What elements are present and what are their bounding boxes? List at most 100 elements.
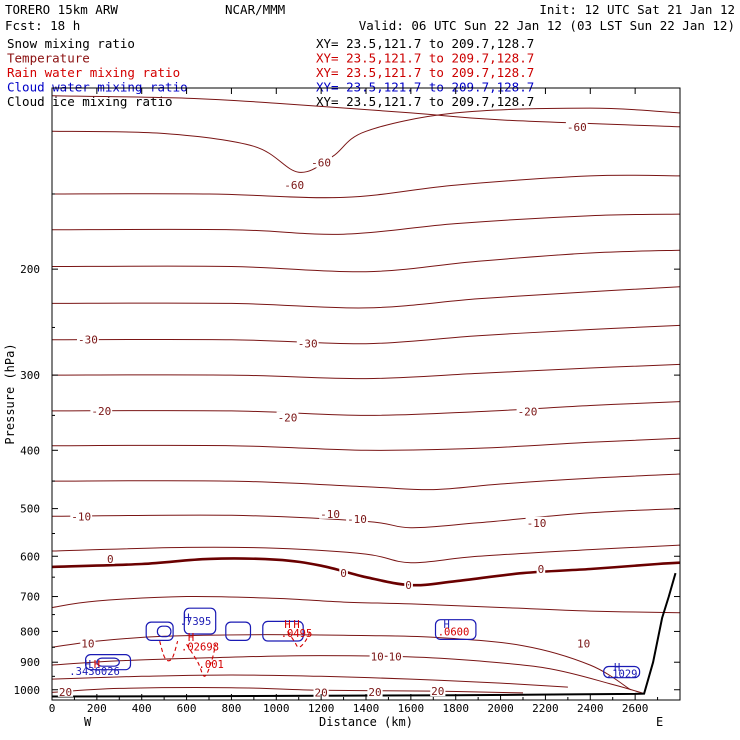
contour-label-bg	[525, 516, 548, 528]
contour-label-bg	[296, 337, 319, 349]
contour-label: -30	[78, 334, 98, 347]
contour-label: -20	[278, 412, 298, 425]
contour-label-bg	[536, 563, 546, 574]
x-tick-label: 1200	[308, 702, 335, 715]
y-tick-label: 400	[20, 444, 40, 457]
contour-label-bg	[369, 650, 385, 662]
temperature-contour	[52, 595, 680, 614]
contour-label-bg	[310, 156, 332, 168]
contour-label-bg	[313, 686, 329, 698]
x-axis-left-end: W	[84, 715, 92, 729]
temperature-contour	[52, 687, 524, 694]
temperature-contour	[52, 249, 680, 273]
contour-label-bg	[367, 685, 383, 697]
y-tick-label: 900	[20, 656, 40, 669]
contour-label-bg	[387, 650, 403, 662]
rain-contour	[159, 640, 179, 662]
y-tick-label: 200	[20, 263, 40, 276]
x-tick-label: 2600	[622, 702, 649, 715]
max-annotation: H	[188, 632, 194, 644]
x-axis-right-end: E	[656, 715, 663, 729]
field-list: Snow mixing ratio XY= 23.5,121.7 to 209.7…	[7, 36, 534, 109]
temperature-contours	[52, 95, 680, 695]
temperature-contour	[52, 286, 680, 309]
field-xy-range: XY= 23.5,121.7 to 209.7,128.7	[316, 51, 534, 66]
cloud-water-contour	[145, 621, 174, 641]
contour-label: -60	[311, 157, 331, 170]
contour-label-bg	[276, 411, 299, 423]
field-label: Snow mixing ratio	[7, 36, 135, 51]
max-annotation: .001	[199, 659, 224, 671]
contour-label: 0	[107, 553, 114, 566]
cloud-water-contour	[434, 619, 477, 641]
x-tick-label: 2200	[532, 702, 559, 715]
contour-label: 0	[340, 567, 347, 580]
x-tick-label: 1600	[398, 702, 425, 715]
contour-label: -60	[284, 179, 304, 192]
y-tick-label: 600	[20, 550, 40, 563]
contour-label: 0	[538, 563, 545, 576]
contour-label-bg	[430, 685, 446, 697]
max-annotation: .3436026	[69, 666, 120, 678]
cloud-water-contour	[156, 625, 172, 638]
x-tick-label: 1000	[263, 702, 290, 715]
temperature-contour	[52, 324, 680, 345]
contour-label: -20	[91, 405, 111, 418]
contour-label: 10	[577, 638, 590, 651]
contour-label: 20	[368, 686, 381, 699]
y-tick-label: 700	[20, 591, 40, 604]
contour-label-bg	[77, 333, 99, 345]
x-tick-label: 1400	[353, 702, 380, 715]
contour-label: 10	[389, 650, 402, 663]
temperature-contour	[52, 508, 680, 529]
x-tick-label: 2000	[487, 702, 514, 715]
x-tick-label: 1800	[442, 702, 469, 715]
max-annotation: H	[183, 612, 189, 624]
x-tick-label: 400	[132, 702, 152, 715]
plot-frame	[51, 87, 681, 701]
contour-label: -20	[518, 406, 538, 419]
contour-label: 10	[81, 638, 94, 651]
contour-label: -10	[71, 510, 91, 523]
cloud-water-contour	[84, 653, 132, 671]
contour-label-bg	[70, 510, 93, 522]
max-annotation: .02698	[181, 641, 219, 653]
field-label: Rain water mixing ratio	[7, 65, 180, 80]
contour-label-bg	[516, 405, 539, 417]
temperature-contour	[52, 674, 568, 688]
max-annotation: .7395	[180, 616, 212, 628]
y-tick-label: 800	[20, 625, 40, 638]
y-tick-label: 500	[20, 503, 40, 516]
max-annotation: H	[293, 619, 299, 631]
contour-label-bg	[576, 637, 592, 649]
cloud-water-contours	[84, 607, 641, 679]
contour-label: 10	[371, 650, 384, 663]
y-axis-label: Pressure (hPa)	[3, 343, 17, 444]
institution-label: NCAR/MMM	[225, 2, 285, 17]
contour-label-bg	[565, 120, 588, 132]
valid-time: Valid: 06 UTC Sun 22 Jan 12 (03 LST Sun …	[359, 18, 735, 33]
init-time: Init: 12 UTC Sat 21 Jan 12	[539, 2, 735, 17]
rain-contour	[287, 631, 311, 648]
contour-label-bg	[319, 507, 341, 519]
cloud-water-contour	[183, 607, 217, 635]
max-annotation: H	[614, 662, 620, 674]
x-tick-label: 800	[221, 702, 241, 715]
x-axis-label: Distance (km)	[319, 715, 413, 729]
field-xy-range: XY= 23.5,121.7 to 209.7,128.7	[316, 94, 534, 109]
field-label: Temperature	[7, 51, 90, 66]
contour-label-bg	[57, 685, 74, 697]
rain-contour	[186, 643, 217, 677]
contour-label-bg	[90, 404, 113, 416]
contour-label: -60	[567, 121, 587, 134]
contour-label-bg	[80, 637, 96, 649]
y-tick-label: 300	[20, 369, 40, 382]
contour-label-bg	[339, 567, 348, 579]
temperature-contour	[52, 544, 680, 564]
contour-label: 20	[431, 685, 444, 698]
x-tick-label: 0	[49, 702, 56, 715]
temperature-contour	[52, 473, 680, 491]
